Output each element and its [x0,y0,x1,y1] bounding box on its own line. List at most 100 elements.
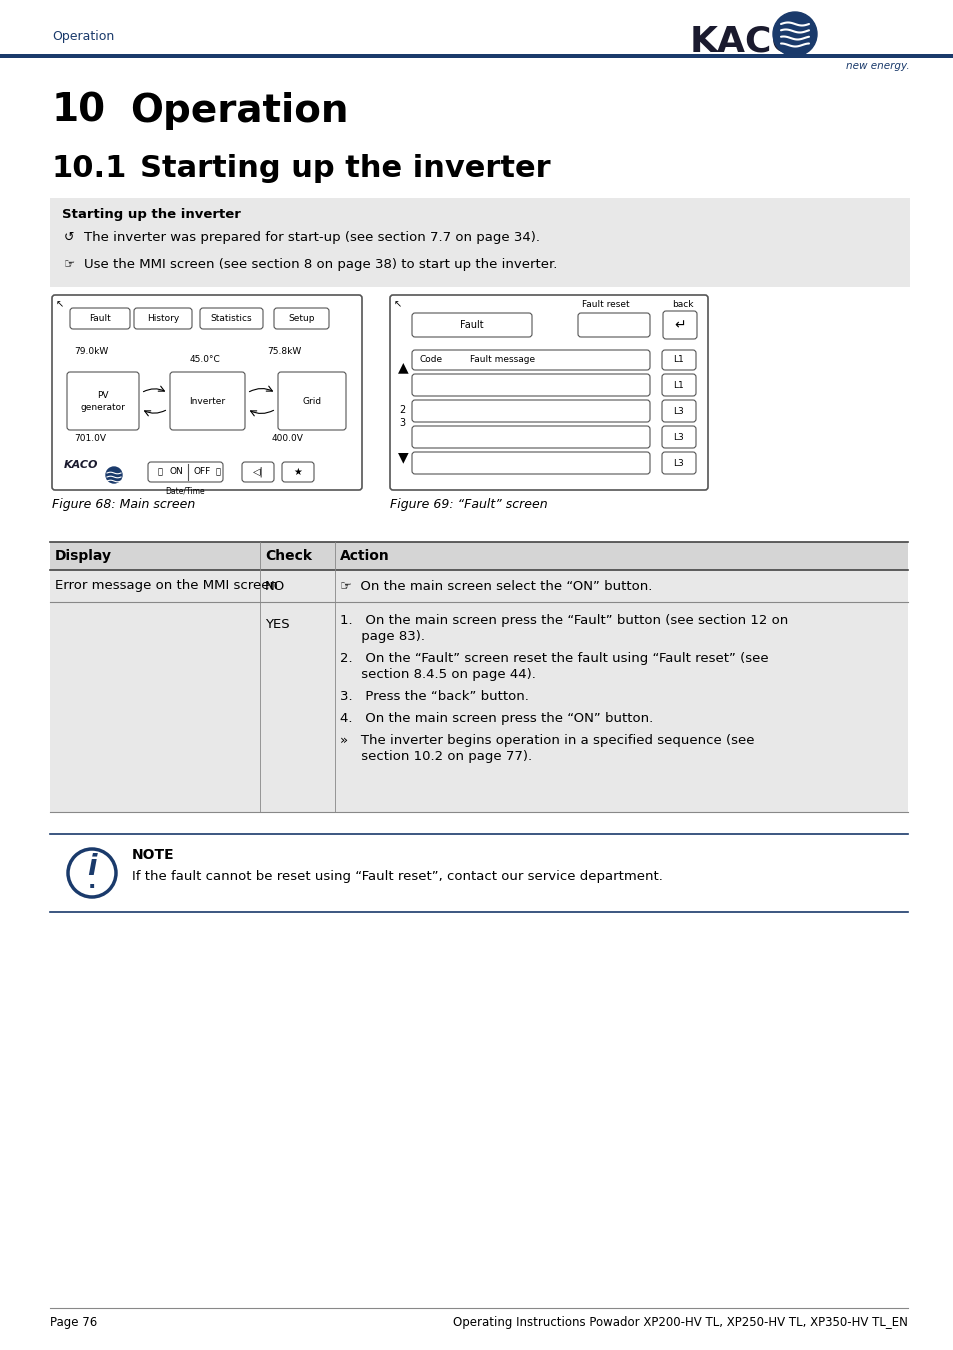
Text: L3: L3 [673,406,683,416]
Text: i: i [87,853,96,882]
FancyBboxPatch shape [662,310,697,339]
Text: 1.   On the main screen press the “Fault” button (see section 12 on: 1. On the main screen press the “Fault” … [339,614,787,626]
FancyBboxPatch shape [277,373,346,431]
Text: 10: 10 [52,92,106,130]
FancyBboxPatch shape [661,400,696,423]
Text: Action: Action [339,549,390,563]
FancyBboxPatch shape [52,296,361,490]
Circle shape [68,849,116,896]
Text: PV: PV [97,390,109,400]
Text: ⏻: ⏻ [215,467,221,477]
Text: Figure 69: “Fault” screen: Figure 69: “Fault” screen [390,498,547,512]
Text: generator: generator [80,404,125,413]
Text: ON: ON [170,467,184,477]
FancyBboxPatch shape [661,350,696,370]
Text: Fault: Fault [89,315,111,323]
Text: 10.1: 10.1 [52,154,128,184]
Text: History: History [147,315,179,323]
Text: Operating Instructions Powador XP200-HV TL, XP250-HV TL, XP350-HV TL_EN: Operating Instructions Powador XP200-HV … [453,1316,907,1328]
Text: 2: 2 [398,405,405,414]
Text: KACO: KACO [689,26,802,59]
FancyBboxPatch shape [242,462,274,482]
Text: 3.   Press the “back” button.: 3. Press the “back” button. [339,690,528,703]
Text: 2.   On the “Fault” screen reset the fault using “Fault reset” (see: 2. On the “Fault” screen reset the fault… [339,652,768,666]
Text: NOTE: NOTE [132,848,174,863]
Text: Setup: Setup [288,315,314,323]
FancyBboxPatch shape [661,452,696,474]
FancyBboxPatch shape [133,308,192,329]
Text: ☞  On the main screen select the “ON” button.: ☞ On the main screen select the “ON” but… [339,579,652,593]
Text: new energy.: new energy. [845,61,909,72]
FancyBboxPatch shape [578,313,649,338]
Text: 45.0°C: 45.0°C [190,355,220,364]
Text: Operation: Operation [130,92,348,130]
Text: back: back [671,300,693,309]
Text: Starting up the inverter: Starting up the inverter [140,154,550,184]
Text: ⏻: ⏻ [158,467,163,477]
Text: section 8.4.5 on page 44).: section 8.4.5 on page 44). [339,668,536,680]
Bar [50,834,907,913]
Text: Inverter: Inverter [190,397,225,405]
FancyBboxPatch shape [282,462,314,482]
Text: Page 76: Page 76 [50,1316,97,1328]
Text: Date/Time: Date/Time [165,487,205,495]
FancyBboxPatch shape [274,308,329,329]
FancyBboxPatch shape [412,313,532,338]
FancyBboxPatch shape [412,400,649,423]
Text: ↵: ↵ [674,319,685,332]
FancyBboxPatch shape [70,308,130,329]
Text: ★: ★ [294,467,302,477]
FancyBboxPatch shape [412,427,649,448]
Text: Grid: Grid [302,397,321,405]
Text: L1: L1 [673,381,683,390]
FancyBboxPatch shape [412,350,649,370]
Text: 79.0kW: 79.0kW [74,347,108,356]
Text: OFF: OFF [193,467,211,477]
Text: page 83).: page 83). [339,630,424,643]
Bar [50,570,907,602]
Text: L3: L3 [673,432,683,441]
Text: ↺: ↺ [64,231,74,244]
FancyBboxPatch shape [412,374,649,396]
Text: »   The inverter begins operation in a specified sequence (see: » The inverter begins operation in a spe… [339,734,754,747]
Text: Display: Display [55,549,112,563]
Text: ↖: ↖ [56,298,64,309]
Text: ↖: ↖ [394,298,402,309]
Text: .: . [88,872,96,892]
Circle shape [106,467,122,483]
Text: Error message on the MMI screen: Error message on the MMI screen [55,579,277,593]
Text: ☞: ☞ [64,258,75,271]
FancyBboxPatch shape [412,452,649,474]
Text: Fault reset: Fault reset [581,300,629,309]
Text: ▼: ▼ [397,450,408,464]
Text: Operation: Operation [52,30,114,43]
Text: Fault message: Fault message [470,355,535,364]
Text: Use the MMI screen (see section 8 on page 38) to start up the inverter.: Use the MMI screen (see section 8 on pag… [84,258,557,271]
Bar [50,198,909,288]
Text: L3: L3 [673,459,683,467]
Text: 701.0V: 701.0V [74,433,106,443]
Bar [50,541,907,570]
FancyBboxPatch shape [148,462,223,482]
Text: 4.   On the main screen press the “ON” button.: 4. On the main screen press the “ON” but… [339,711,653,725]
FancyBboxPatch shape [200,308,263,329]
Text: Code: Code [419,355,442,364]
Text: 3: 3 [398,418,405,428]
FancyBboxPatch shape [390,296,707,490]
Text: ◁|: ◁| [253,467,263,478]
FancyBboxPatch shape [67,373,139,431]
Text: Fault: Fault [459,320,483,329]
FancyBboxPatch shape [661,374,696,396]
Text: Check: Check [265,549,312,563]
FancyBboxPatch shape [661,427,696,448]
Circle shape [772,12,816,55]
FancyBboxPatch shape [170,373,245,431]
Text: 75.8kW: 75.8kW [267,347,301,356]
Text: KACO: KACO [64,460,98,470]
Text: section 10.2 on page 77).: section 10.2 on page 77). [339,751,532,763]
Text: L1: L1 [673,355,683,364]
Bar [50,602,907,811]
Text: NO: NO [265,579,285,593]
Text: 400.0V: 400.0V [272,433,304,443]
Text: YES: YES [265,618,290,630]
